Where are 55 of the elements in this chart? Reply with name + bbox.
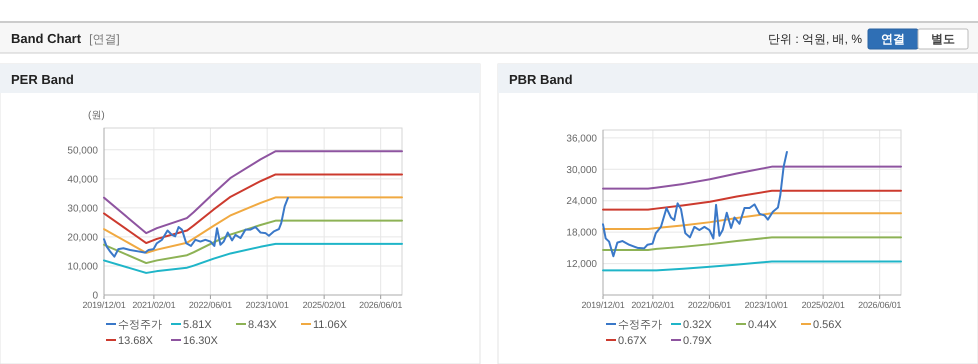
x-tick-label: 2022/06/01 xyxy=(688,300,732,310)
x-tick-label: 2025/02/01 xyxy=(302,300,346,310)
x-tick-label: 2026/06/01 xyxy=(359,300,402,310)
x-tick-label: 2019/12/01 xyxy=(82,300,126,310)
y-tick-label: 24,000 xyxy=(566,196,598,208)
y-tick-label: 50,000 xyxy=(67,145,98,156)
line-series xyxy=(103,242,403,274)
x-tick-label: 2019/12/01 xyxy=(581,300,625,310)
line-series xyxy=(103,220,403,264)
legend-label: 수정주가 xyxy=(118,319,162,331)
y-axis-title: (원) xyxy=(88,110,105,121)
x-tick-label: 2021/02/01 xyxy=(132,300,176,310)
y-tick-label: 30,000 xyxy=(566,164,598,176)
line-series xyxy=(602,190,902,211)
line-series xyxy=(103,150,403,234)
legend-label: 8.43X xyxy=(248,319,278,331)
legend-label: 0.44X xyxy=(748,319,778,331)
x-tick-label: 2022/06/01 xyxy=(188,300,232,310)
line-series xyxy=(602,151,788,258)
line-series xyxy=(602,212,902,230)
legend-label: 16.30X xyxy=(183,335,219,347)
line-series xyxy=(103,196,289,258)
text: [연결] xyxy=(89,32,120,46)
y-tick-label: 10,000 xyxy=(67,261,98,272)
x-tick-label: 2026/06/01 xyxy=(858,300,902,310)
text: 연결 xyxy=(881,32,905,46)
x-tick-label: 2023/10/01 xyxy=(246,300,289,310)
legend-label: 0.32X xyxy=(683,319,712,331)
chart-title: PER Band xyxy=(11,72,74,87)
legend-label: 5.81X xyxy=(183,319,212,331)
x-tick-label: 2025/02/01 xyxy=(802,300,845,310)
y-tick-label: 0 xyxy=(92,290,98,302)
y-tick-label: 40,000 xyxy=(67,174,98,186)
x-tick-label: 2023/10/01 xyxy=(744,300,788,310)
y-tick-label: 20,000 xyxy=(67,232,98,244)
text: 단위 : 억원, 배, % xyxy=(768,32,862,46)
legend-label: 수정주가 xyxy=(618,319,662,331)
line-series xyxy=(103,173,403,244)
line-series xyxy=(103,196,403,254)
legend-label: 13.68X xyxy=(118,335,154,347)
text: 별도 xyxy=(931,32,955,46)
y-tick-label: 36,000 xyxy=(566,133,598,144)
line-series xyxy=(602,166,902,190)
legend-label: 11.06X xyxy=(313,319,348,331)
line-series xyxy=(602,236,902,251)
y-tick-label: 18,000 xyxy=(566,228,598,239)
legend-label: 0.79X xyxy=(683,335,712,347)
y-tick-label: 12,000 xyxy=(566,259,598,270)
legend-label: 0.67X xyxy=(618,335,648,347)
y-tick-label: 30,000 xyxy=(67,203,98,214)
x-tick-label: 2021/02/01 xyxy=(631,300,675,310)
chart-title: PBR Band xyxy=(509,72,573,87)
line-series xyxy=(602,260,902,272)
text: Band Chart xyxy=(11,31,82,46)
legend-label: 0.56X xyxy=(813,319,842,331)
